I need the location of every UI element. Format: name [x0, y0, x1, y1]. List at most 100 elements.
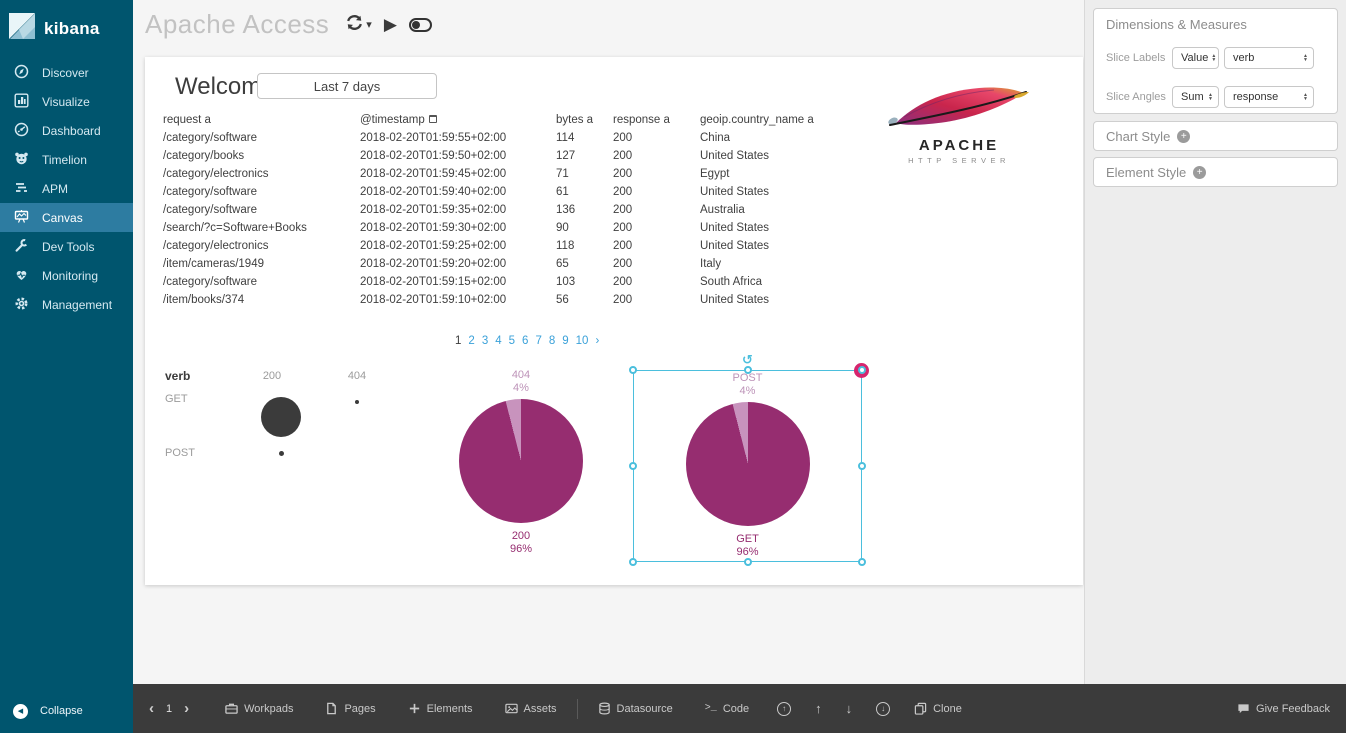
response-pie-chart[interactable]: 404 4% 200 96% [445, 369, 597, 556]
table-cell-response: 200 [613, 204, 633, 216]
briefcase-icon [225, 703, 238, 714]
pagination-page-link[interactable]: 3 [481, 335, 489, 347]
sidebar-item-apm[interactable]: APM [0, 174, 133, 203]
time-filter-button[interactable]: Last 7 days [257, 73, 437, 99]
pagination-page-link[interactable]: 6 [522, 335, 529, 347]
pie-circle[interactable] [459, 399, 583, 523]
table-cell-bytes: 127 [556, 150, 576, 162]
pagination-page-link[interactable]: 9 [562, 335, 569, 347]
add-element-button[interactable]: Elements [408, 702, 473, 715]
pie-minor-label: 404 4% [511, 369, 531, 394]
workpads-button[interactable]: Workpads [225, 702, 293, 715]
management-icon [14, 296, 29, 314]
dimensions-measures-title: Dimensions & Measures [1106, 17, 1247, 32]
sidebar-item-visualize[interactable]: Visualize [0, 87, 133, 116]
resize-handle-bottom-left[interactable] [629, 558, 637, 566]
pagination-page-link[interactable]: 1 [455, 335, 462, 347]
resize-handle-bottom-right[interactable] [858, 558, 866, 566]
code-button[interactable]: >_ Code [704, 702, 750, 715]
slice-angles-field-select[interactable]: response [1224, 86, 1314, 108]
resize-handle-bottom-center[interactable] [743, 558, 752, 566]
previous-page-button[interactable]: ‹ [149, 700, 154, 717]
bubble-col-200: 200 [262, 370, 282, 382]
canvas-page[interactable]: Welcome! Last 7 days request a @timestam… [145, 57, 1083, 585]
verb-bubble-chart[interactable]: verb 200 404 GET POST [165, 367, 425, 517]
resize-handle-middle-right[interactable] [858, 462, 866, 470]
clone-button[interactable]: Clone [914, 702, 962, 715]
table-cell-country: United States [700, 186, 770, 198]
table-cell-timestamp: 2018-02-20T01:59:20+02:00 [360, 258, 507, 270]
pagination-page-link[interactable]: 7 [535, 335, 542, 347]
pagination-page-link[interactable]: 4 [495, 335, 502, 347]
pagination-page-link[interactable]: 8 [548, 335, 556, 347]
sidebar-item-management[interactable]: Management [0, 290, 133, 319]
give-feedback-button[interactable]: Give Feedback [1237, 702, 1330, 715]
sidebar-item-canvas[interactable]: Canvas [0, 203, 133, 232]
table-cell-country: Australia [700, 204, 745, 216]
slice-labels-field-select[interactable]: verb [1224, 47, 1314, 69]
workspace: Apache Access Welcome! Last 7 days [133, 0, 1084, 684]
apm-icon [14, 180, 29, 198]
pie-major-label: 200 96% [509, 530, 533, 555]
database-icon [598, 702, 610, 715]
resize-handle-top-right[interactable] [858, 366, 866, 374]
sidebar-item-dev-tools[interactable]: Dev Tools [0, 232, 133, 261]
table-cell-request: /category/electronics [163, 168, 269, 180]
table-cell-country: South Africa [700, 276, 763, 288]
pagination-page-link[interactable]: 10 [575, 335, 589, 347]
sidebar-item-timelion[interactable]: Timelion [0, 145, 133, 174]
bubble-row-get: GET [165, 393, 188, 405]
column-header-response: response a [613, 114, 670, 126]
access-log-table[interactable]: request a @timestamp bytes a response a … [163, 111, 1065, 309]
bring-forward-button[interactable]: ↑ [815, 701, 822, 716]
table-cell-timestamp: 2018-02-20T01:59:45+02:00 [360, 168, 507, 180]
element-style-expander[interactable]: Element Style [1093, 157, 1338, 187]
resize-handle-middle-left[interactable] [629, 462, 637, 470]
table-cell-request: /category/electronics [163, 240, 269, 252]
table-cell-timestamp: 2018-02-20T01:59:35+02:00 [360, 204, 507, 216]
refresh-icon [345, 13, 364, 37]
table-cell-bytes: 71 [556, 168, 569, 180]
slice-labels-fn-select[interactable]: Value [1172, 47, 1219, 69]
sidebar-item-dashboard[interactable]: Dashboard [0, 116, 133, 145]
kibana-logo-icon [9, 13, 35, 44]
resize-handle-top-left[interactable] [629, 366, 637, 374]
table-cell-request: /item/cameras/1949 [163, 258, 264, 270]
kibana-logo[interactable]: kibana [0, 0, 133, 58]
assets-button[interactable]: Assets [504, 702, 557, 715]
refresh-control[interactable] [345, 13, 372, 37]
table-cell-bytes: 61 [556, 186, 569, 198]
table-cell-request: /category/software [163, 204, 257, 216]
pie-minor-label: POST 4% [732, 372, 763, 397]
pagination-page-link[interactable]: 2 [468, 335, 475, 347]
display-toggle[interactable] [408, 17, 432, 32]
table-cell-request: /category/software [163, 132, 257, 144]
pagination-next-link[interactable]: › [595, 335, 600, 347]
selected-element-bounding-box[interactable]: POST 4% GET 96% [629, 363, 869, 566]
resize-handle-top-center[interactable] [743, 366, 752, 374]
workpad-title: Apache Access [145, 9, 330, 39]
send-backward-button[interactable]: ↓ [845, 701, 853, 716]
table-cell-country: Egypt [700, 168, 730, 180]
sidebar-collapse-button[interactable]: Collapse [0, 689, 133, 733]
expand-plus-icon [1177, 129, 1191, 143]
play-button[interactable] [384, 15, 397, 35]
pie-circle[interactable] [685, 402, 810, 526]
next-page-button[interactable]: › [184, 700, 190, 717]
slice-angles-fn-select[interactable]: Sum [1172, 86, 1219, 108]
datasource-button[interactable]: Datasource [598, 702, 673, 715]
chart-style-expander[interactable]: Chart Style [1093, 121, 1338, 151]
sidebar-item-monitoring[interactable]: Monitoring [0, 261, 133, 290]
pages-button[interactable]: Pages [325, 702, 376, 715]
verb-pie-chart[interactable]: POST 4% GET 96% [672, 372, 824, 559]
pagination-page-link[interactable]: 5 [508, 335, 516, 347]
apache-logo-element[interactable]: APACHE HTTP SERVER [883, 81, 1035, 165]
refresh-caret-down-icon [366, 18, 372, 31]
bring-to-front-button[interactable]: ↑ [777, 701, 792, 716]
current-page-number: 1 [166, 702, 173, 715]
table-cell-bytes: 114 [556, 132, 575, 144]
sidebar-item-discover[interactable]: Discover [0, 58, 133, 87]
speech-bubble-icon [1238, 704, 1249, 714]
send-to-back-button[interactable]: ↓ [876, 701, 891, 716]
apache-logo-title: APACHE [918, 137, 1000, 154]
